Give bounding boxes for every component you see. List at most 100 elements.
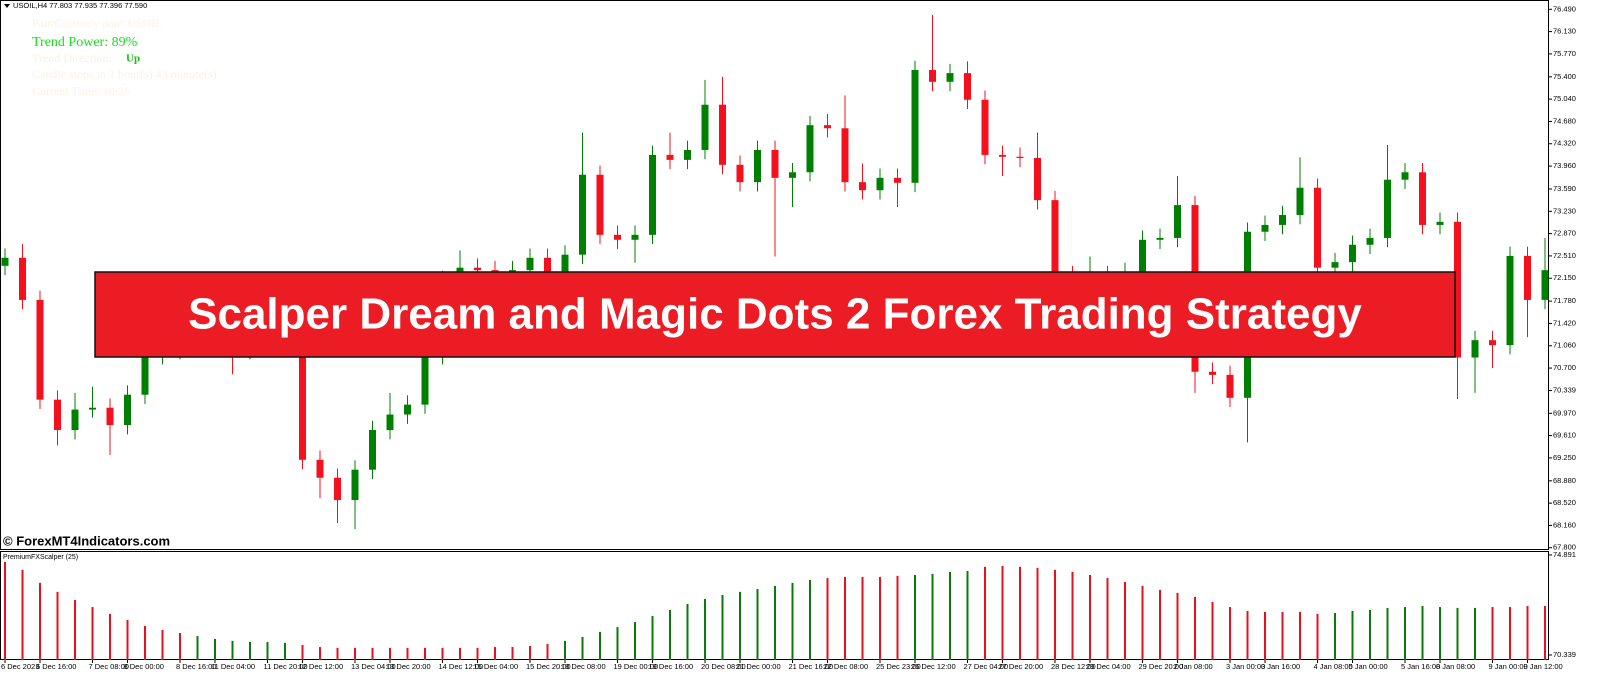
info-trend-direction-value: Up (126, 53, 140, 65)
indicator-bar (914, 574, 916, 660)
candle-body (89, 407, 96, 410)
indicator-bar (4, 561, 6, 660)
indicator-bar (879, 576, 881, 660)
indicator-bar (1141, 585, 1144, 660)
x-tick-label: 3 Jan 00:00 (1226, 662, 1265, 671)
y-tick-label: 72.150 (1553, 273, 1576, 282)
y-tick-label: 72.510 (1553, 251, 1576, 260)
candle-body (316, 459, 324, 478)
indicator-bar (1526, 605, 1529, 660)
indicator-bar (56, 591, 59, 660)
indicator-bar (1369, 609, 1371, 660)
x-tick-label: 20 Dec 08:00 (701, 662, 746, 671)
x-tick-label: 13 Dec 20:00 (386, 662, 431, 671)
y-tick-label: 74.680 (1553, 116, 1576, 125)
candle-body (19, 257, 26, 300)
candle-body (1471, 340, 1479, 358)
y-tick-label: 75.400 (1553, 72, 1576, 81)
candle-body (1384, 179, 1391, 238)
title-banner (94, 271, 1456, 358)
y-tick-label: 68.160 (1553, 520, 1576, 529)
candle-body (1506, 255, 1514, 346)
x-tick-label: 7 Dec 08:00 (89, 662, 129, 671)
indicator-bar (896, 575, 899, 660)
candle-body (789, 172, 796, 178)
indicator-bar (214, 638, 216, 660)
indicator-bar (966, 570, 969, 660)
indicator-bar (319, 647, 321, 660)
y-tick-label: 73.590 (1553, 184, 1576, 193)
y-tick-label: 76.130 (1553, 27, 1576, 36)
candle-body (421, 355, 429, 405)
indicator-bar (844, 576, 846, 660)
candle-body (36, 299, 44, 400)
indicator-bar (1246, 610, 1249, 660)
y-tick-label: 70.339 (1553, 650, 1576, 659)
candle-body (124, 394, 131, 426)
x-tick-label: 5 Jan 16:00 (1401, 662, 1440, 671)
x-tick-label: 13 Dec 04:00 (351, 662, 396, 671)
candle-body (1209, 371, 1216, 375)
indicator-bar (599, 631, 601, 660)
indicator-bar (581, 636, 584, 660)
y-tick-label: 68.880 (1553, 476, 1576, 485)
indicator-bar (1001, 565, 1004, 660)
indicator-bar (231, 640, 234, 660)
y-tick-label: 70.700 (1553, 363, 1576, 372)
x-tick-label: 28 Dec 12:00 (1051, 662, 1096, 671)
candle-body (491, 270, 499, 273)
candle-body (1034, 158, 1041, 201)
candle-body (509, 270, 516, 273)
candle-body (404, 404, 411, 415)
info-pair: Pair/Currency pair: USOIL (32, 16, 163, 30)
x-tick-label: 29 Dec 04:00 (1086, 662, 1131, 671)
x-tick-label: 27 Dec 20:00 (999, 662, 1044, 671)
candle-body (1156, 237, 1164, 240)
candle-body (736, 164, 744, 183)
indicator-bar (459, 647, 461, 660)
candle-body (1139, 239, 1146, 281)
indicator-bar (424, 647, 426, 660)
candle-body (666, 154, 674, 160)
indicator-bar (1036, 567, 1039, 660)
indicator-bar (564, 640, 566, 660)
y-tick-label: 69.610 (1553, 431, 1576, 440)
candle-body (824, 125, 831, 129)
candle-body (649, 154, 656, 235)
banner-title: Scalper Dream and Magic Dots 2 Forex Tra… (188, 290, 1362, 339)
indicator-bar (1194, 596, 1196, 660)
x-tick-label: 11 Dec 04:00 (211, 662, 255, 671)
y-tick-label: 75.040 (1553, 94, 1576, 103)
indicator-bar (284, 642, 286, 660)
indicator-bar (984, 566, 986, 660)
candle-body (544, 257, 551, 276)
indicator-bar (126, 620, 129, 660)
candle-body (369, 430, 376, 470)
indicator-bar (74, 600, 76, 660)
indicator-bar (686, 603, 689, 660)
indicator-bar (494, 647, 496, 660)
candle-body (1, 257, 9, 266)
candle-body (1051, 200, 1059, 276)
indicator-bar (721, 594, 724, 660)
indicator-bar (371, 647, 374, 660)
indicator-bar (1281, 611, 1284, 660)
y-tick-label: 71.420 (1553, 318, 1576, 327)
indicator-bar (1264, 611, 1266, 660)
candle-body (474, 267, 481, 271)
indicator-bar (1421, 605, 1424, 660)
indicator-bar (109, 613, 111, 660)
y-tick-label: 76.490 (1553, 4, 1576, 13)
indicator-bar (546, 643, 549, 660)
indicator-bar (21, 569, 24, 660)
symbol-menu-icon[interactable] (4, 4, 10, 8)
candle-body (1401, 172, 1409, 180)
candle-body (1261, 224, 1269, 232)
candle-body (1419, 172, 1426, 225)
candle-body (981, 99, 989, 155)
y-tick-label: 69.970 (1553, 408, 1576, 417)
indicator-bar (949, 571, 951, 660)
candle-body (859, 182, 866, 191)
x-tick-label: 8 Dec 00:00 (124, 662, 164, 671)
